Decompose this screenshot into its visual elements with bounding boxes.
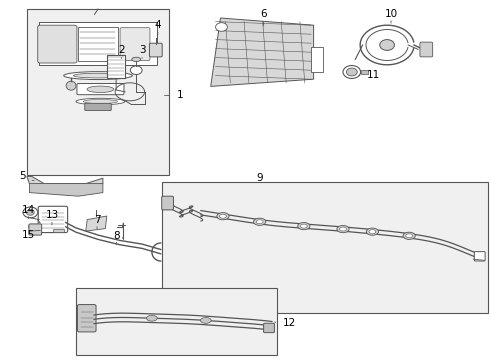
Text: 2: 2	[118, 45, 125, 55]
Ellipse shape	[256, 220, 263, 224]
Ellipse shape	[87, 86, 114, 93]
FancyBboxPatch shape	[38, 25, 77, 63]
Ellipse shape	[64, 72, 132, 80]
Ellipse shape	[337, 225, 349, 233]
FancyBboxPatch shape	[77, 84, 124, 95]
Ellipse shape	[132, 57, 141, 62]
FancyBboxPatch shape	[149, 43, 162, 57]
Text: 11: 11	[367, 70, 380, 80]
Bar	[162, 182, 488, 313]
Text: 4: 4	[154, 20, 161, 30]
Text: 8: 8	[113, 231, 120, 241]
Ellipse shape	[200, 318, 211, 323]
Circle shape	[26, 210, 34, 215]
Ellipse shape	[403, 232, 416, 239]
Circle shape	[343, 66, 361, 78]
Polygon shape	[86, 216, 107, 231]
FancyBboxPatch shape	[420, 42, 433, 57]
Text: 1: 1	[176, 90, 183, 100]
Circle shape	[130, 66, 142, 75]
Circle shape	[380, 40, 394, 50]
Polygon shape	[27, 176, 103, 191]
Ellipse shape	[300, 224, 307, 228]
Bar	[361, 70, 368, 74]
Text: 7: 7	[94, 215, 100, 225]
Ellipse shape	[66, 81, 76, 90]
FancyBboxPatch shape	[29, 224, 42, 235]
Text: 14: 14	[22, 204, 35, 215]
Bar	[27, 9, 169, 175]
Ellipse shape	[217, 213, 229, 220]
Bar	[107, 55, 125, 78]
Text: 12: 12	[283, 318, 296, 328]
FancyBboxPatch shape	[162, 196, 173, 210]
Ellipse shape	[406, 234, 413, 238]
FancyBboxPatch shape	[77, 305, 96, 332]
Bar	[76, 288, 277, 355]
FancyBboxPatch shape	[85, 103, 111, 111]
Ellipse shape	[366, 228, 378, 235]
FancyBboxPatch shape	[120, 28, 150, 60]
Text: 9: 9	[256, 173, 263, 183]
Bar	[53, 229, 64, 232]
Text: 3: 3	[139, 45, 146, 55]
Text: 10: 10	[385, 9, 397, 19]
Polygon shape	[29, 184, 103, 196]
Circle shape	[216, 23, 227, 31]
Text: 13: 13	[45, 210, 59, 220]
Ellipse shape	[340, 227, 346, 231]
FancyBboxPatch shape	[38, 206, 68, 233]
Ellipse shape	[220, 214, 226, 218]
Circle shape	[23, 207, 38, 218]
FancyBboxPatch shape	[474, 252, 485, 261]
Ellipse shape	[297, 222, 310, 230]
FancyBboxPatch shape	[264, 323, 274, 333]
Ellipse shape	[74, 73, 122, 78]
Ellipse shape	[147, 315, 157, 321]
Circle shape	[346, 68, 357, 76]
Polygon shape	[211, 18, 314, 86]
Text: 6: 6	[260, 9, 267, 19]
Bar	[78, 27, 118, 61]
Ellipse shape	[369, 230, 376, 234]
Ellipse shape	[83, 99, 118, 104]
Ellipse shape	[254, 218, 266, 225]
Ellipse shape	[76, 98, 125, 105]
Bar	[311, 47, 323, 72]
Text: 5: 5	[19, 171, 26, 181]
Polygon shape	[39, 22, 157, 65]
Text: 15: 15	[22, 230, 35, 240]
